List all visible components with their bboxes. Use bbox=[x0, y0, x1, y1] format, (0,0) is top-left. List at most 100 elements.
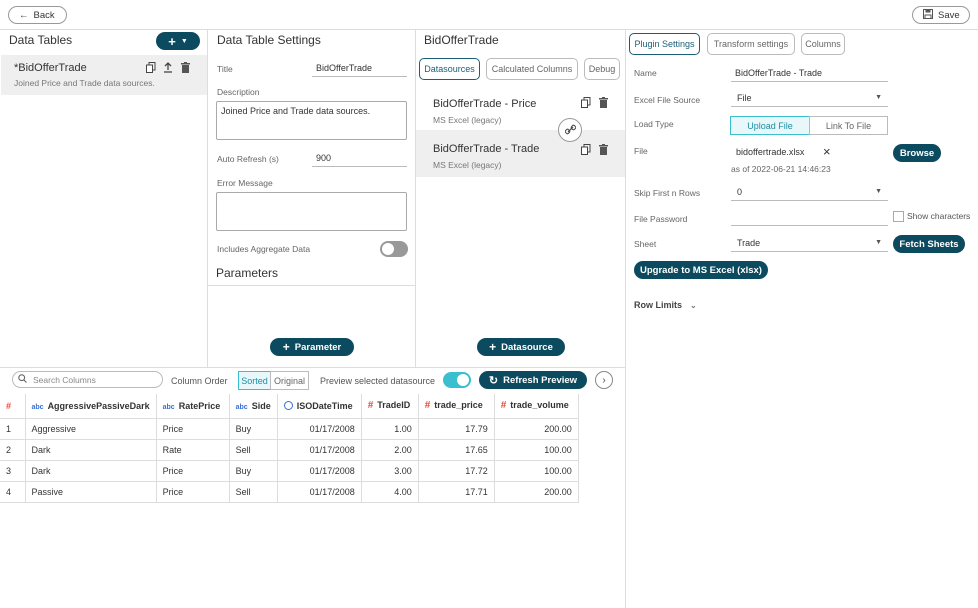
datasource-title: BidOfferTrade - Price bbox=[433, 98, 537, 110]
tab-datasources[interactable]: Datasources bbox=[419, 58, 480, 80]
add-parameter-button[interactable]: + Parameter bbox=[270, 338, 354, 356]
table-cell: 3.00 bbox=[361, 460, 419, 482]
table-cell: Buy bbox=[229, 460, 278, 482]
table-cell: 17.79 bbox=[418, 418, 495, 440]
file-label: File bbox=[634, 146, 648, 156]
datasources-panel-title: BidOfferTrade bbox=[424, 33, 499, 47]
upload-icon[interactable] bbox=[162, 61, 174, 73]
title-input[interactable]: BidOfferTrade bbox=[312, 59, 407, 77]
caret-down-icon: ▼ bbox=[875, 94, 882, 101]
tab-transform-settings[interactable]: Transform settings bbox=[707, 33, 795, 55]
table-cell: 17.72 bbox=[418, 460, 495, 482]
original-option[interactable]: Original bbox=[270, 371, 309, 390]
text-type-icon: abc bbox=[162, 403, 175, 411]
excel-file-source-select[interactable]: File ▼ bbox=[731, 89, 888, 107]
clock-icon bbox=[283, 400, 293, 410]
table-cell: 200.00 bbox=[494, 481, 579, 503]
preview-selected-label: Preview selected datasource bbox=[320, 376, 436, 386]
table-row: 3 Dark Price Buy 01/17/2008 3.00 17.72 1… bbox=[0, 460, 579, 482]
save-button[interactable]: Save bbox=[912, 6, 970, 24]
search-columns-field[interactable]: Search Columns bbox=[12, 371, 163, 388]
upload-file-option[interactable]: Upload File bbox=[730, 116, 810, 135]
add-data-table-button[interactable]: + ▼ bbox=[156, 32, 200, 50]
tab-calculated-columns[interactable]: Calculated Columns bbox=[486, 58, 578, 80]
data-table-item[interactable]: *BidOfferTrade Joined Price and Trade da… bbox=[1, 55, 207, 95]
copy-icon[interactable] bbox=[580, 143, 592, 155]
file-name: bidoffertrade.xlsx bbox=[736, 147, 805, 157]
column-header-label: trade_price bbox=[434, 400, 483, 411]
plus-icon: + bbox=[282, 340, 290, 354]
copy-icon[interactable] bbox=[580, 96, 592, 108]
column-header[interactable]: # trade_price bbox=[418, 394, 495, 419]
datasource-item-trade[interactable]: BidOfferTrade - Trade MS Excel (legacy) bbox=[416, 130, 625, 177]
table-cell: 17.65 bbox=[418, 439, 495, 461]
parameters-title: Parameters bbox=[216, 266, 279, 280]
sheet-select[interactable]: Trade ▼ bbox=[731, 234, 888, 252]
datasource-title: BidOfferTrade - Trade bbox=[433, 143, 540, 155]
row-limits-toggle[interactable]: Row Limits ⌄ bbox=[634, 300, 697, 310]
column-header[interactable]: abc AggressivePassiveDark bbox=[25, 394, 157, 419]
table-cell: Passive bbox=[25, 481, 157, 503]
error-message-label: Error Message bbox=[217, 178, 273, 188]
toggle-knob bbox=[457, 374, 469, 386]
close-icon[interactable]: × bbox=[823, 144, 831, 159]
table-cell: Aggressive bbox=[25, 418, 157, 440]
chevron-right-icon[interactable]: › bbox=[595, 371, 613, 389]
table-cell: Price bbox=[156, 481, 230, 503]
caret-down-icon: ▼ bbox=[875, 188, 882, 195]
column-header-label: Side bbox=[251, 400, 271, 411]
excel-file-source-value: File bbox=[737, 92, 752, 103]
back-label: Back bbox=[33, 9, 55, 21]
browse-button[interactable]: Browse bbox=[893, 144, 941, 162]
datasource-item-price[interactable]: BidOfferTrade - Price MS Excel (legacy) bbox=[416, 90, 625, 137]
column-header-label: trade_volume bbox=[510, 400, 569, 411]
preview-selected-toggle[interactable] bbox=[443, 372, 471, 388]
back-button[interactable]: ← Back bbox=[8, 6, 67, 24]
skip-rows-select[interactable]: 0 ▼ bbox=[731, 183, 888, 201]
datasource-type: MS Excel (legacy) bbox=[433, 160, 502, 170]
table-cell: Sell bbox=[229, 439, 278, 461]
column-header-label: AggressivePassiveDark bbox=[47, 400, 150, 411]
auto-refresh-input[interactable]: 900 bbox=[312, 149, 407, 167]
trash-icon[interactable] bbox=[597, 96, 609, 108]
tab-plugin-settings[interactable]: Plugin Settings bbox=[629, 33, 700, 55]
number-type-icon: # bbox=[500, 400, 507, 412]
arrow-left-icon: ← bbox=[19, 9, 29, 21]
file-password-label: File Password bbox=[634, 214, 688, 224]
row-index: 1 bbox=[0, 418, 26, 440]
table-row: 2 Dark Rate Sell 01/17/2008 2.00 17.65 1… bbox=[0, 439, 579, 461]
column-header-label: TradeID bbox=[377, 400, 411, 411]
tab-debug[interactable]: Debug bbox=[584, 58, 620, 80]
copy-icon[interactable] bbox=[145, 61, 157, 73]
column-header[interactable]: # trade_volume bbox=[494, 394, 579, 419]
file-password-input[interactable] bbox=[731, 225, 888, 226]
row-limits-label: Row Limits bbox=[634, 300, 683, 310]
trash-icon[interactable] bbox=[597, 143, 609, 155]
column-header[interactable]: # TradeID bbox=[361, 394, 419, 419]
fetch-sheets-button[interactable]: Fetch Sheets bbox=[893, 235, 965, 253]
tab-columns[interactable]: Columns bbox=[801, 33, 845, 55]
column-header[interactable]: ISODateTime bbox=[277, 394, 362, 419]
divider bbox=[0, 367, 625, 368]
trash-icon[interactable] bbox=[179, 61, 191, 73]
error-message-textarea[interactable] bbox=[216, 192, 407, 231]
column-header[interactable]: abc Side bbox=[229, 394, 278, 419]
table-cell: 01/17/2008 bbox=[277, 439, 362, 461]
name-input[interactable]: BidOfferTrade - Trade bbox=[731, 64, 888, 82]
search-icon bbox=[18, 374, 27, 385]
join-link-button[interactable] bbox=[558, 118, 582, 142]
upgrade-button[interactable]: Upgrade to MS Excel (xlsx) bbox=[634, 261, 768, 279]
link-to-file-option[interactable]: Link To File bbox=[809, 116, 888, 135]
divider bbox=[415, 30, 416, 367]
table-cell: 100.00 bbox=[494, 460, 579, 482]
description-textarea[interactable]: Joined Price and Trade data sources. bbox=[216, 101, 407, 140]
sorted-option[interactable]: Sorted bbox=[238, 371, 271, 390]
description-label: Description bbox=[217, 87, 260, 97]
text-type-icon: abc bbox=[31, 403, 44, 411]
refresh-preview-button[interactable]: ↻ Refresh Preview bbox=[479, 371, 587, 389]
column-header[interactable]: abc RatePrice bbox=[156, 394, 230, 419]
aggregate-toggle[interactable] bbox=[380, 241, 408, 257]
show-characters-checkbox[interactable] bbox=[893, 211, 904, 222]
add-datasource-button[interactable]: + Datasource bbox=[477, 338, 565, 356]
data-table-settings-title: Data Table Settings bbox=[217, 33, 321, 47]
